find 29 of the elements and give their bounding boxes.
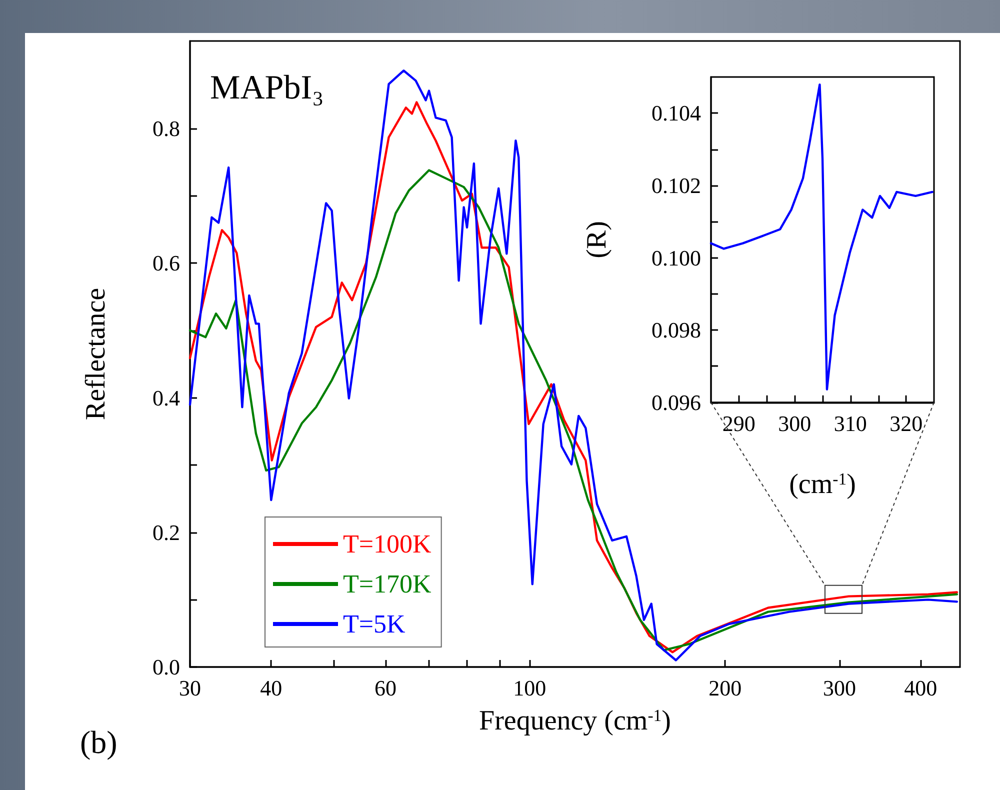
y-tick-label: 0.102 xyxy=(652,172,701,198)
annotation: MAPbI₃ xyxy=(210,70,324,106)
y-axis-title: (R) xyxy=(582,221,612,258)
y-tick-label: 0.6 xyxy=(152,250,180,276)
y-tick-label: 0.098 xyxy=(652,318,701,343)
x-tick-label: 100 xyxy=(513,676,546,700)
legend-label: T=170K xyxy=(343,570,432,598)
x-tick-label: 30 xyxy=(179,676,201,700)
y-tick-label: 0.4 xyxy=(152,385,180,410)
x-tick-label: 310 xyxy=(834,410,867,436)
y-tick-label: 0.8 xyxy=(152,116,180,142)
y-tick-label: 0.104 xyxy=(652,100,701,126)
y-tick-label: 0.096 xyxy=(652,390,701,415)
legend-label: T=5K xyxy=(343,610,406,638)
text: (b) xyxy=(80,724,118,760)
x-tick-label: 40 xyxy=(260,676,282,700)
x-tick-label: 290 xyxy=(722,410,756,436)
y-tick-label: 0.2 xyxy=(152,520,180,545)
x-tick-label: 200 xyxy=(708,676,742,700)
x-tick-label: 320 xyxy=(890,410,923,436)
legend-label: T=100K xyxy=(343,530,432,558)
y-axis-title: Reflectance xyxy=(80,288,112,420)
line-series xyxy=(710,83,934,390)
y-tick-label: 0.100 xyxy=(652,245,701,270)
x-tick-label: 400 xyxy=(904,676,938,700)
x-tick-label: 60 xyxy=(374,676,396,700)
x-tick-label: 300 xyxy=(822,676,856,700)
x-tick-label: 300 xyxy=(778,410,812,436)
y-tick-label: 0.0 xyxy=(152,654,180,680)
